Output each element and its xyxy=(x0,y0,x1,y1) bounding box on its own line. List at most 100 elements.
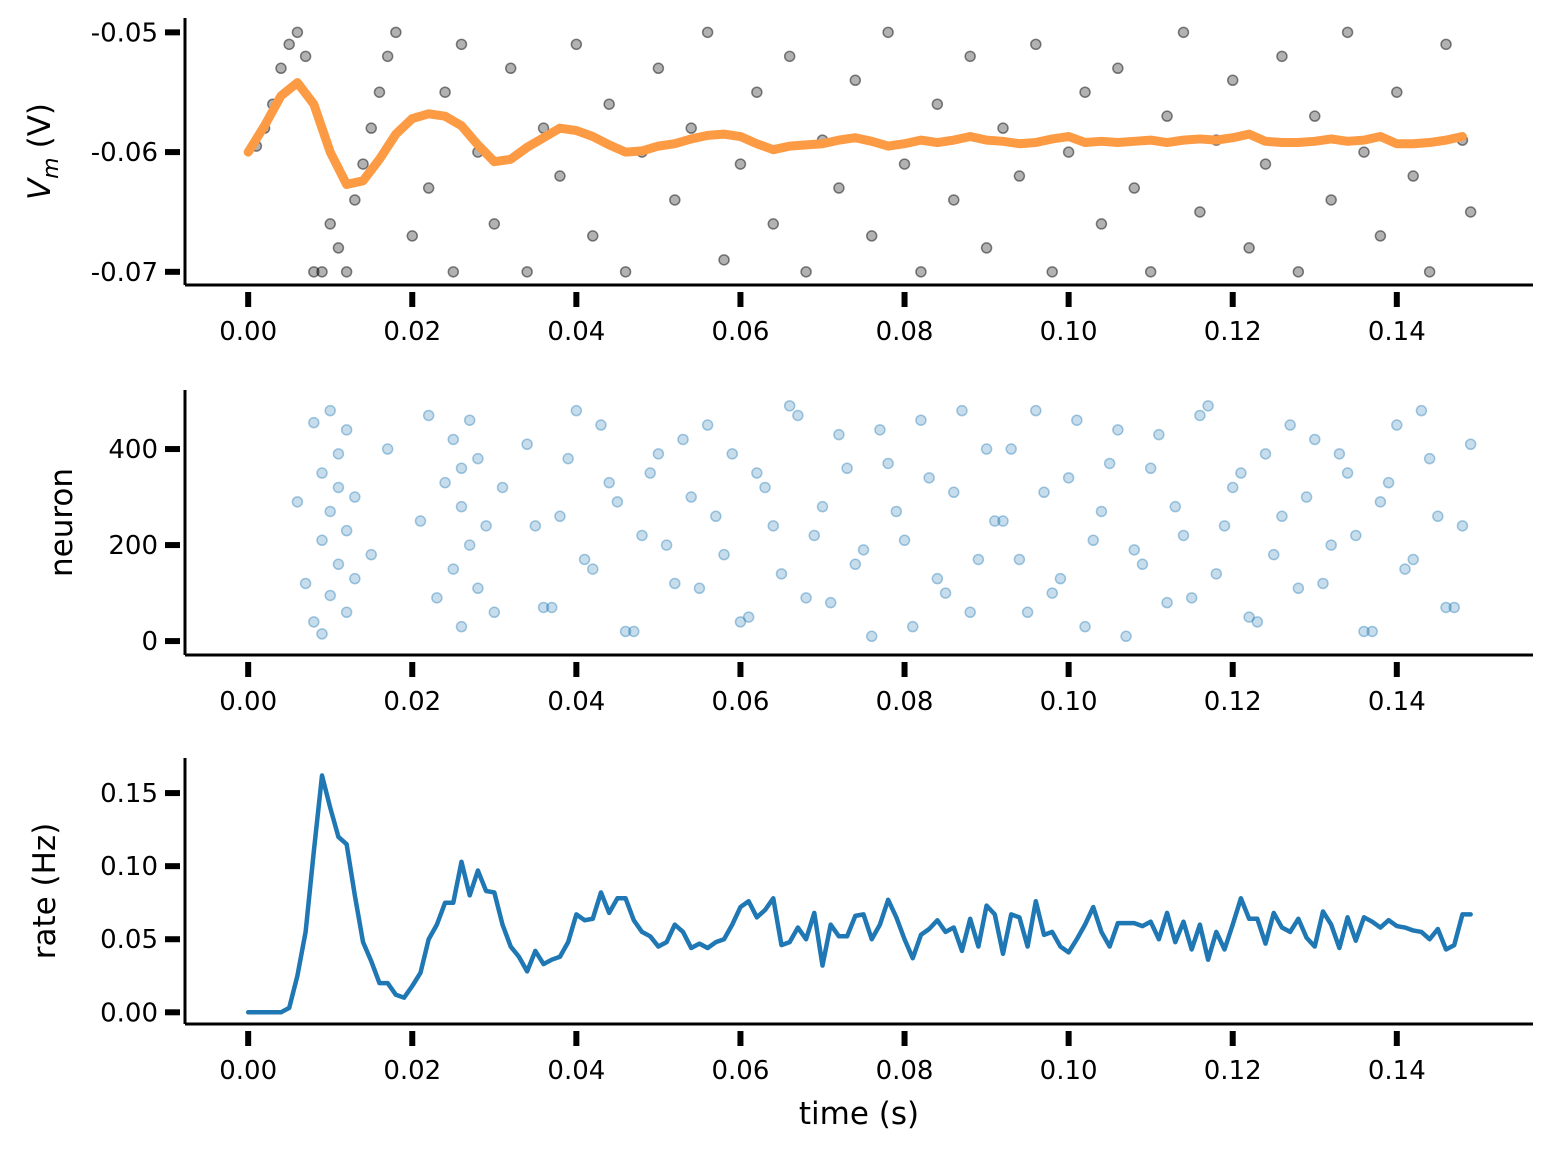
data-point xyxy=(1194,409,1206,422)
data-point xyxy=(1440,38,1452,51)
data-point xyxy=(783,400,796,412)
data-point xyxy=(455,38,468,51)
data-point xyxy=(874,424,886,436)
data-point xyxy=(1194,206,1206,218)
x-tick-label: 0.14 xyxy=(1368,317,1426,347)
data-point xyxy=(447,433,460,446)
data-point xyxy=(291,496,304,508)
data-point xyxy=(349,572,361,585)
x-tick-label: 0.06 xyxy=(711,687,769,717)
data-point xyxy=(529,520,542,532)
data-point xyxy=(1432,510,1444,523)
data-point xyxy=(931,572,944,585)
data-point xyxy=(455,462,468,475)
data-point xyxy=(463,414,476,426)
data-point xyxy=(906,620,919,633)
data-point xyxy=(849,558,862,571)
data-point xyxy=(1440,601,1452,614)
data-point xyxy=(316,534,328,547)
data-point xyxy=(291,26,304,39)
data-point xyxy=(1185,592,1198,604)
data-point xyxy=(997,515,1009,527)
data-point xyxy=(1251,616,1264,628)
data-point xyxy=(447,563,460,575)
data-point xyxy=(1391,419,1403,431)
data-point xyxy=(308,266,320,278)
data-point xyxy=(1415,404,1428,417)
data-point xyxy=(989,515,1001,527)
data-point xyxy=(948,194,960,206)
data-point xyxy=(365,548,377,561)
data-point xyxy=(816,500,829,513)
data-point xyxy=(1399,563,1411,575)
data-point xyxy=(1407,553,1419,566)
data-point xyxy=(1259,158,1272,170)
data-point xyxy=(1267,548,1280,561)
x-tick-label: 0.06 xyxy=(711,1056,769,1086)
data-point xyxy=(1030,404,1042,417)
x-tick-label: 0.06 xyxy=(711,317,769,347)
data-point xyxy=(316,266,328,278)
data-point xyxy=(734,158,747,170)
data-point xyxy=(972,553,985,566)
data-point xyxy=(1177,529,1190,542)
y-tick-label: -0.05 xyxy=(91,18,158,48)
data-point xyxy=(751,86,763,98)
data-point xyxy=(414,515,427,527)
x-tick-label: 0.14 xyxy=(1368,1056,1426,1086)
data-point xyxy=(373,86,386,98)
data-point xyxy=(619,625,632,638)
data-point xyxy=(603,476,615,489)
data-point xyxy=(332,481,345,494)
data-point xyxy=(545,601,558,614)
data-point xyxy=(332,448,345,460)
data-point xyxy=(587,563,599,575)
x-tick-label: 0.04 xyxy=(547,317,605,347)
data-point xyxy=(332,242,345,254)
data-point xyxy=(316,467,328,479)
data-point xyxy=(1382,476,1395,489)
data-point xyxy=(340,424,353,436)
data-point xyxy=(1464,438,1477,450)
data-point xyxy=(1013,553,1026,566)
data-point xyxy=(340,266,353,278)
data-point xyxy=(340,606,353,619)
data-point xyxy=(1464,206,1477,218)
data-point xyxy=(742,611,755,623)
data-point xyxy=(1046,266,1058,278)
data-point xyxy=(1136,558,1149,571)
x-tick-label: 0.08 xyxy=(876,317,934,347)
data-point xyxy=(496,481,509,494)
data-point xyxy=(915,414,927,426)
data-point xyxy=(578,553,591,566)
data-point xyxy=(316,628,328,640)
data-point xyxy=(1210,568,1223,580)
x-tick-label: 0.10 xyxy=(1040,317,1098,347)
data-point xyxy=(1144,462,1157,475)
y-tick-label: -0.06 xyxy=(91,138,158,168)
y-axis-title: neuron xyxy=(44,468,80,577)
data-point xyxy=(751,467,763,479)
data-point xyxy=(406,230,419,242)
data-point xyxy=(1177,26,1190,39)
data-point xyxy=(841,462,853,475)
data-point xyxy=(1309,433,1321,446)
data-point xyxy=(1103,457,1116,470)
data-point xyxy=(833,428,845,441)
y-axis-title: Vm (V) xyxy=(22,103,64,200)
data-point xyxy=(882,26,894,39)
data-point xyxy=(849,74,862,87)
data-point xyxy=(718,254,730,266)
data-point xyxy=(1325,539,1337,551)
data-point xyxy=(1030,38,1042,51)
data-point xyxy=(521,266,533,278)
data-point xyxy=(948,486,960,499)
data-point xyxy=(1259,448,1272,460)
data-point xyxy=(964,606,976,619)
panel: -0.05 -0.06 -0.07 0.00 0.02 0.04 0.06 0.08 0.10 0… xyxy=(22,18,1533,347)
data-point xyxy=(1046,587,1058,599)
data-point xyxy=(882,457,894,470)
data-point xyxy=(1243,611,1255,623)
data-point xyxy=(1374,230,1387,242)
